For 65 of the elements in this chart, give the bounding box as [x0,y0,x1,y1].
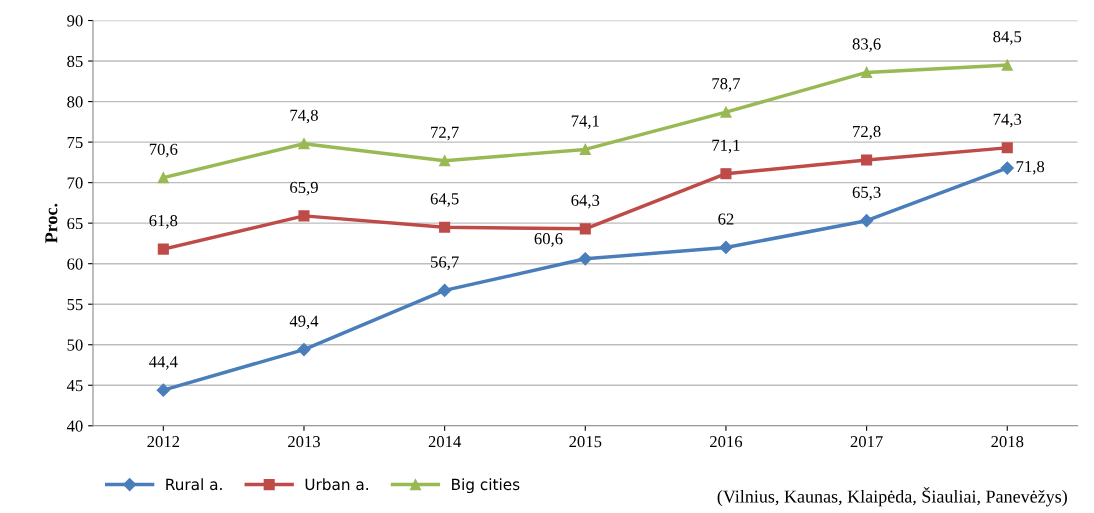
y-tick-label: 70 [67,177,83,189]
point [297,343,311,357]
data-label: 74,1 [571,115,599,129]
data-label: 60,6 [534,233,563,247]
y-tick-label: 45 [66,380,83,392]
legend-label: Urban a. [305,478,368,491]
data-label: 78,7 [712,78,741,92]
point [1001,142,1013,154]
point [860,214,874,228]
point [157,243,169,255]
text: (Vilnius, Kaunas, Klaipėda, Šiauliai, Panevėžys) [717,487,1067,507]
x-tick-label: 2013 [288,435,320,448]
point [579,143,591,155]
y-tick-label: 75 [67,136,83,149]
data-label: 83,6 [852,38,881,52]
legend-label: Big cities [452,478,520,494]
data-label: 72,8 [853,125,881,140]
y-tick-label: 90 [67,15,83,27]
y-tick-label: 50 [67,339,83,351]
x-tick-label: 2014 [428,435,462,448]
data-label: 62 [718,213,734,225]
x-tick-label: 2017 [850,435,883,448]
point [578,252,592,266]
y-tick-label: 55 [67,299,83,311]
data-label: 71,8 [1016,160,1045,175]
point [720,168,732,180]
data-label: 74,8 [290,109,318,124]
data-label: 70,6 [149,143,178,158]
point [861,66,873,78]
x-tick-label: 2015 [569,435,602,448]
data-label: 64,5 [430,193,459,207]
data-label: 64,3 [571,194,600,209]
point [157,172,169,184]
data-label: 56,7 [431,256,459,270]
point [439,221,451,233]
point [439,155,451,167]
point [298,138,310,150]
y-tick-label: 85 [67,55,83,67]
point [1000,161,1014,175]
point [438,283,452,298]
y-tick-label: 80 [67,96,83,108]
data-label: 72,7 [431,126,459,141]
y-tick-label: 40 [66,420,83,432]
data-label: 61,8 [149,215,178,229]
data-label: 65,9 [290,181,318,196]
data-label: 49,4 [289,315,319,330]
data-label: 44,4 [149,356,178,370]
x-tick-label: 2018 [991,435,1024,448]
point [579,223,591,235]
point [720,106,732,118]
legend-label: Rural a. [166,478,222,491]
data-label: 65,3 [852,186,881,201]
x-tick-label: 2016 [710,435,743,448]
point [1001,59,1013,71]
point [719,240,733,255]
y-axis-title: Proc. [45,203,58,243]
data-label: 71,1 [712,139,740,154]
y-tick-label: 60 [67,258,83,270]
point [156,383,170,397]
point [298,210,310,222]
data-label: 74,3 [993,113,1022,128]
x-tick-label: 2012 [147,435,180,448]
point [861,154,873,166]
y-tick-label: 65 [67,217,83,230]
data-label: 84,5 [993,31,1022,45]
